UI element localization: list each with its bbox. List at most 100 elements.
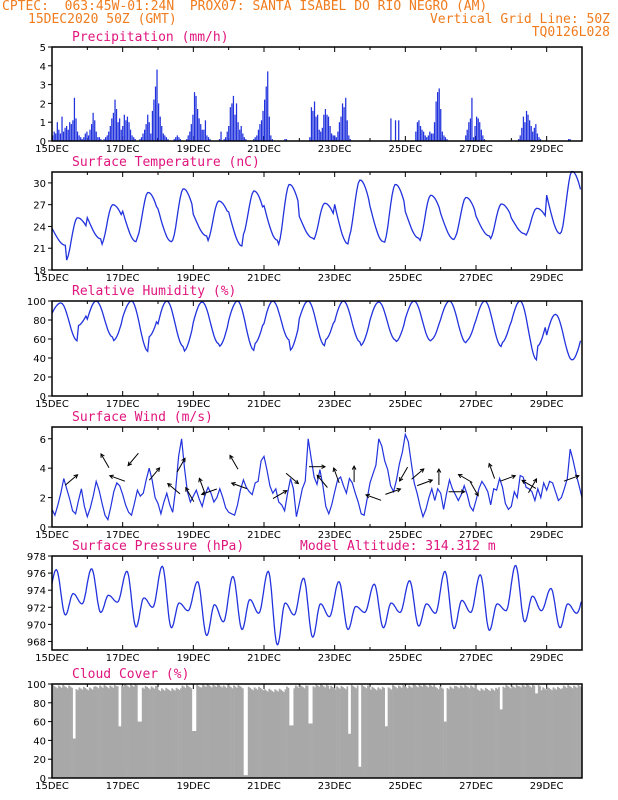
cloud-cover-bar	[105, 686, 107, 778]
cloud-cover-bar	[427, 687, 430, 778]
cloud-cover-bar	[468, 688, 471, 778]
cloud-cover-bar	[103, 684, 106, 778]
cloud-cover-bar	[534, 693, 537, 778]
cloud-cover-bar	[333, 688, 335, 778]
cloud-cover-bar	[490, 688, 493, 778]
humidity-line	[51, 300, 582, 362]
cloud-cover-bar	[112, 687, 115, 778]
cloud-cover-bar	[353, 687, 356, 778]
cloud-cover-bar	[236, 687, 238, 778]
cloud-cover-bar	[140, 721, 143, 778]
cloud-cover-bar	[90, 688, 93, 778]
precip-bar	[433, 122, 436, 141]
panel-frame	[51, 683, 583, 779]
precip-bar	[421, 129, 423, 141]
precip-bar	[87, 135, 90, 141]
precip-bar	[105, 137, 107, 141]
cloud-cover-bar	[481, 689, 484, 778]
cloud-cover-bar	[178, 690, 181, 778]
cloud-cover-bar	[499, 709, 502, 778]
cloud-cover-bar	[487, 690, 490, 778]
cloud-cover-bar	[269, 689, 272, 778]
cloud-cover-bar	[56, 688, 59, 778]
precip-bar	[424, 135, 426, 141]
precip-bar	[569, 139, 571, 141]
cloud-cover-bar	[311, 723, 313, 778]
cloud-cover-bar	[545, 689, 547, 778]
precip-bar	[331, 133, 333, 141]
cloud-cover-bar	[390, 689, 393, 778]
cloud-cover-bar	[166, 688, 169, 778]
precip-bar	[198, 118, 200, 141]
cloud-cover-bar	[498, 687, 500, 778]
cloud-cover-bar	[484, 687, 487, 778]
cloud-cover-bar	[459, 685, 462, 778]
precip-bar	[533, 127, 535, 141]
cloud-cover-bar	[286, 686, 288, 778]
precip-bar	[472, 137, 475, 141]
precip-bar	[332, 135, 334, 141]
y-tick-label: 60	[33, 335, 46, 346]
precip-bar	[343, 107, 345, 141]
precip-bar	[115, 109, 118, 141]
temperature-line	[51, 170, 582, 261]
cloud-cover-bar	[536, 693, 539, 778]
precip-bar	[126, 116, 129, 141]
cloud-cover-bar	[424, 685, 427, 778]
precip-bar	[103, 139, 105, 141]
cloud-cover-bar	[508, 687, 511, 778]
x-tick-label: 27DEC	[459, 653, 493, 664]
precip-bar	[271, 139, 274, 141]
cloud-cover-bar	[474, 684, 477, 778]
y-tick-label: 976	[27, 569, 46, 580]
cloud-cover-bar	[125, 685, 128, 778]
cloud-cover-bar	[106, 687, 109, 778]
cloud-cover-bar	[277, 691, 280, 778]
precip-bar	[100, 139, 102, 141]
precip-bar	[262, 110, 264, 141]
precip-bar	[474, 126, 476, 141]
cloud-cover-bar	[467, 687, 469, 778]
cloud-cover-bar	[473, 687, 475, 778]
precip-bar	[69, 122, 71, 141]
precip-bar	[117, 122, 119, 141]
cloud-cover-bar	[52, 684, 54, 778]
x-tick-label: 17DEC	[106, 781, 140, 792]
cloud-cover-bar	[367, 685, 369, 778]
precip-bar	[53, 131, 55, 141]
cloud-cover-bar	[171, 688, 174, 778]
cloud-cover-bar	[365, 688, 368, 778]
precip-bar	[76, 131, 79, 141]
precip-bar	[329, 126, 331, 141]
cloud-cover-bar	[65, 687, 68, 778]
panel-frame	[51, 46, 583, 142]
cloud-cover-bar	[344, 689, 347, 778]
cloud-cover-bar	[521, 684, 524, 778]
cloud-cover-bar	[174, 690, 176, 778]
cloud-cover-bar	[495, 687, 497, 778]
cloud-cover-bar	[290, 725, 293, 778]
precip-bar	[190, 124, 192, 141]
precip-bar	[98, 137, 101, 141]
cloud-cover-bar	[542, 687, 545, 778]
cloud-cover-bar	[402, 684, 405, 778]
precip-bar	[245, 139, 247, 141]
precip-bar	[465, 135, 467, 141]
precip-bar	[95, 131, 97, 141]
cloud-cover-bar	[579, 686, 581, 778]
cloud-cover-bar	[421, 686, 424, 778]
cloud-cover-bar	[342, 687, 344, 778]
cloud-cover-bar	[72, 738, 75, 778]
wind-arrow-shaft	[272, 490, 288, 500]
x-tick-label: 17DEC	[106, 653, 140, 664]
cloud-cover-bar	[384, 726, 387, 778]
cloud-cover-bar	[122, 686, 125, 778]
cloud-cover-bar	[349, 733, 352, 778]
cloud-cover-bar	[256, 689, 259, 778]
cloud-cover-bar	[153, 688, 156, 778]
cloud-cover-bar	[222, 685, 225, 778]
wind-arrow-head	[321, 464, 327, 470]
cloud-cover-bar	[194, 731, 197, 778]
y-tick-label: 0	[40, 774, 46, 785]
x-tick-label: 25DEC	[388, 653, 422, 664]
